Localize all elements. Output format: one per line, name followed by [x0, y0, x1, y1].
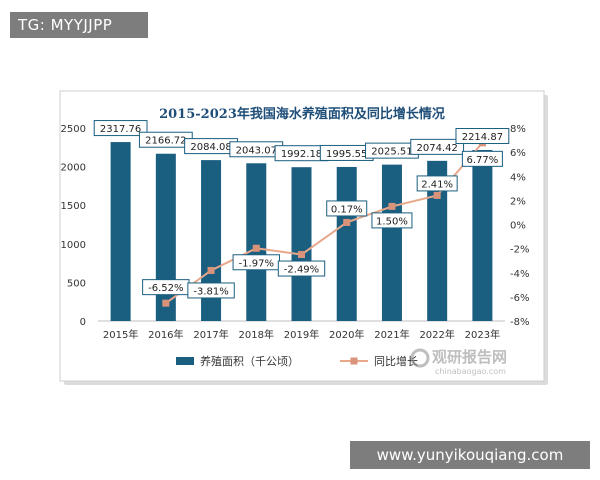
y-right-tick-label: -2%: [510, 245, 529, 256]
bar: [155, 153, 176, 321]
site-url-label: www.yunyikouqiang.com: [350, 441, 590, 469]
x-tick-label: 2022年: [419, 328, 454, 341]
y-left-tick-label: 1500: [61, 201, 86, 212]
bar: [201, 160, 222, 321]
bar-value-label: 2074.42: [416, 143, 457, 154]
growth-value-label-box: [416, 175, 458, 192]
x-tick-label: 2021年: [374, 328, 409, 341]
y-left-tick-label: 1000: [61, 240, 86, 251]
growth-point: [388, 202, 396, 210]
bar-value-label: 2025.51: [371, 147, 412, 158]
watermark-subtext: chinabaogao.com: [435, 367, 506, 376]
bar-value-label-box: [410, 138, 465, 155]
bar-value-label-box: [455, 128, 510, 145]
bar-value-label: 2317.76: [100, 124, 141, 135]
bar-value-label: 2214.87: [462, 132, 503, 143]
growth-value-label: 6.77%: [466, 155, 498, 166]
growth-value-label-box: [326, 200, 368, 217]
bar-value-label: 2166.72: [145, 136, 186, 147]
x-tick-label: 2020年: [329, 328, 364, 341]
growth-value-label: -6.52%: [148, 283, 183, 294]
y-right-tick-label: 6%: [510, 148, 526, 159]
bar: [381, 164, 402, 321]
bar-value-label: 2084.08: [190, 142, 231, 153]
growth-point: [433, 191, 441, 199]
bar: [427, 160, 448, 321]
growth-value-label-box: [187, 282, 235, 299]
growth-value-label: 1.50%: [376, 216, 408, 227]
bar: [291, 167, 312, 321]
y-right-tick-label: -4%: [510, 269, 529, 280]
legend-swatch-bar: [176, 357, 194, 365]
y-right-tick-label: -6%: [510, 293, 529, 304]
tg-label: TG: MYYJJPP: [10, 12, 148, 38]
growth-point: [298, 251, 305, 259]
legend-swatch-marker: [350, 357, 358, 365]
growth-value-label: -2.49%: [284, 265, 319, 276]
y-left-tick-label: 2500: [61, 124, 86, 135]
bar: [336, 166, 357, 321]
growth-value-label-box: [277, 260, 326, 277]
y-right-tick-label: -8%: [510, 317, 529, 328]
bar: [472, 150, 493, 321]
y-right-tick-label: 8%: [510, 124, 526, 135]
growth-point: [252, 244, 260, 252]
growth-value-label-box: [371, 212, 413, 229]
bar: [246, 163, 267, 321]
bar-value-label-box: [93, 120, 148, 137]
y-right-tick-label: 2%: [510, 196, 526, 207]
bar-value-label: 2043.07: [236, 145, 277, 156]
growth-point: [343, 218, 351, 226]
growth-point: [207, 266, 215, 274]
y-right-tick-label: 4%: [510, 172, 526, 183]
growth-value-label: -1.97%: [239, 258, 274, 269]
bar: [110, 142, 131, 321]
x-tick-label: 2018年: [239, 328, 274, 341]
y-right-tick-label: 0%: [510, 221, 526, 232]
watermark-text: 观研报告网: [432, 348, 507, 366]
y-left-tick-label: 2000: [61, 163, 86, 174]
bar-value-label: 1992.18: [281, 149, 322, 160]
x-tick-label: 2023年: [465, 328, 500, 341]
x-tick-label: 2017年: [193, 328, 228, 341]
x-tick-label: 2015年: [103, 328, 138, 341]
growth-point: [162, 299, 170, 307]
y-left-tick-label: 0: [80, 317, 86, 328]
chart-title: 2015-2023年我国海水养殖面积及同比增长情况: [159, 106, 445, 122]
y-left-tick-label: 500: [67, 278, 86, 289]
x-tick-label: 2016年: [148, 328, 183, 341]
legend-label-bar: 养殖面积（千公顷）: [200, 354, 299, 368]
legend-label-line: 同比增长: [374, 354, 418, 368]
growth-value-label-box: [461, 150, 503, 167]
growth-value-label: 0.17%: [331, 204, 363, 215]
growth-line: [165, 142, 484, 304]
growth-value-label: 2.41%: [421, 179, 453, 190]
growth-value-label: -3.81%: [193, 286, 228, 297]
bar-value-label: 1995.55: [326, 149, 367, 160]
x-tick-label: 2019年: [284, 328, 319, 341]
